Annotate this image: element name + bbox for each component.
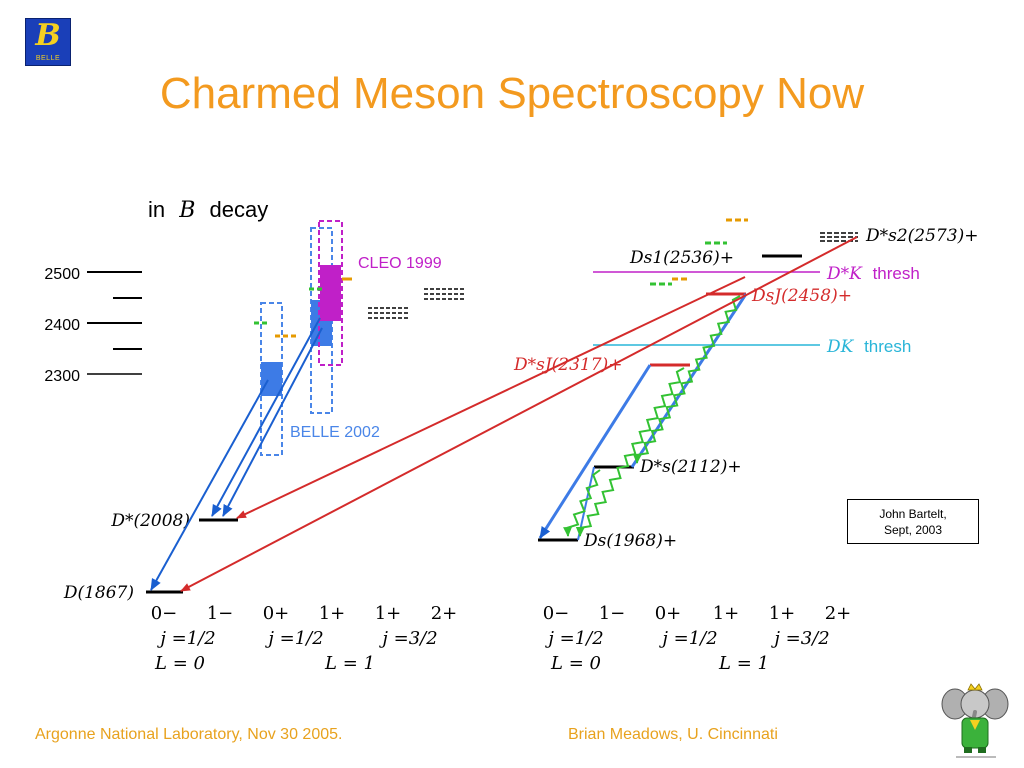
jp-left-3: 1+ bbox=[319, 603, 346, 624]
footer-venue: Argonne National Laboratory, Nov 30 2005… bbox=[35, 726, 343, 743]
jp-left-2: 0+ bbox=[263, 603, 290, 624]
credit-box: John Bartelt, Sept, 2003 bbox=[847, 499, 979, 544]
in-b-decay-heading: in B decay bbox=[148, 197, 268, 223]
green-zigzag-1 bbox=[632, 295, 741, 464]
heading-prefix: in bbox=[148, 197, 165, 222]
tick-label-2400: 2400 bbox=[44, 317, 80, 334]
blue-arrow-1 bbox=[150, 379, 269, 591]
dstar-2008-label: D*(2008) bbox=[110, 511, 190, 531]
heading-var: B bbox=[178, 198, 195, 223]
jp-right-4: 1+ bbox=[769, 603, 796, 624]
tick-label-2300: 2300 bbox=[44, 368, 80, 385]
logo-letter: B bbox=[35, 18, 61, 53]
dsstar-2112-label: D*s(2112)+ bbox=[639, 457, 742, 477]
dsj-2458-label: DsJ(2458)+ bbox=[751, 286, 852, 306]
j-right-1: j =1/2 bbox=[658, 628, 717, 649]
dk-thresh-label: DK thresh bbox=[826, 337, 911, 357]
j-right-2: j =3/2 bbox=[770, 628, 829, 649]
red-arrow-to-dstar bbox=[236, 276, 746, 519]
jp-right-0: 0− bbox=[543, 603, 570, 624]
blue-line-right-2 bbox=[538, 364, 652, 539]
jp-right-1: 1− bbox=[599, 603, 626, 624]
cleo-box bbox=[318, 220, 343, 366]
belle-logo: B BELLE bbox=[25, 18, 71, 66]
l-left-1: L = 1 bbox=[324, 653, 375, 674]
jp-left-5: 2+ bbox=[431, 603, 458, 624]
cleo-band bbox=[320, 265, 341, 321]
elephant-mascot-icon bbox=[941, 683, 1009, 758]
mass-scale: 2500 2400 2300 bbox=[44, 266, 142, 385]
j-left-0: j =1/2 bbox=[156, 628, 215, 649]
jp-right-3: 1+ bbox=[713, 603, 740, 624]
dstark-thresh-word: thresh bbox=[873, 264, 920, 283]
l-right-0: L = 0 bbox=[550, 653, 601, 674]
dsj-2317-label: D*sJ(2317)+ bbox=[513, 355, 622, 375]
quantum-numbers-left: 0− 1− 0+ 1+ 1+ 2+ j =1/2 j =1/2 j =3/2 L… bbox=[151, 603, 458, 674]
j-right-0: j =1/2 bbox=[544, 628, 603, 649]
dk-name: DK bbox=[826, 337, 855, 357]
d-1867-label: D(1867) bbox=[63, 583, 134, 603]
l-left-0: L = 0 bbox=[154, 653, 205, 674]
ds1-2536-label: Ds1(2536)+ bbox=[629, 248, 734, 268]
cleo-label: CLEO 1999 bbox=[358, 255, 442, 272]
blue-arrow-3 bbox=[222, 327, 323, 517]
jp-right-2: 0+ bbox=[655, 603, 682, 624]
ds2-2573-level bbox=[820, 232, 858, 242]
red-arrow-to-d bbox=[180, 236, 858, 592]
j-left-1: j =1/2 bbox=[264, 628, 323, 649]
green-zigzag-2 bbox=[575, 367, 685, 537]
belle-band-0plus bbox=[261, 362, 282, 396]
left-dwave-levels bbox=[368, 288, 464, 319]
dk-thresh-word: thresh bbox=[864, 337, 911, 356]
blue-arrow-2 bbox=[211, 317, 321, 517]
credit-line-1: John Bartelt, bbox=[879, 507, 947, 521]
slide-title: Charmed Meson Spectroscopy Now bbox=[159, 69, 865, 118]
logo-text: BELLE bbox=[35, 55, 61, 62]
j-left-2: j =3/2 bbox=[378, 628, 437, 649]
credit-line-2: Sept, 2003 bbox=[883, 523, 943, 537]
l-right-1: L = 1 bbox=[718, 653, 769, 674]
jp-left-0: 0− bbox=[151, 603, 178, 624]
jp-left-4: 1+ bbox=[375, 603, 402, 624]
ds-1968-label: Ds(1968)+ bbox=[583, 531, 677, 551]
dstark-thresh-label: D*K thresh bbox=[826, 264, 920, 284]
dstark-name: D*K bbox=[826, 264, 863, 284]
quantum-numbers-right: 0− 1− 0+ 1+ 1+ 2+ j =1/2 j =1/2 j =3/2 L… bbox=[543, 603, 852, 674]
jp-right-5: 2+ bbox=[825, 603, 852, 624]
ds2-2573-label: D*s2(2573)+ bbox=[865, 226, 978, 246]
tick-label-2500: 2500 bbox=[44, 266, 80, 283]
footer-author: Brian Meadows, U. Cincinnati bbox=[568, 726, 778, 743]
belle-label: BELLE 2002 bbox=[290, 424, 380, 441]
green-zigzag-3 bbox=[563, 469, 601, 537]
heading-suffix: decay bbox=[210, 197, 269, 222]
jp-left-1: 1− bbox=[207, 603, 234, 624]
